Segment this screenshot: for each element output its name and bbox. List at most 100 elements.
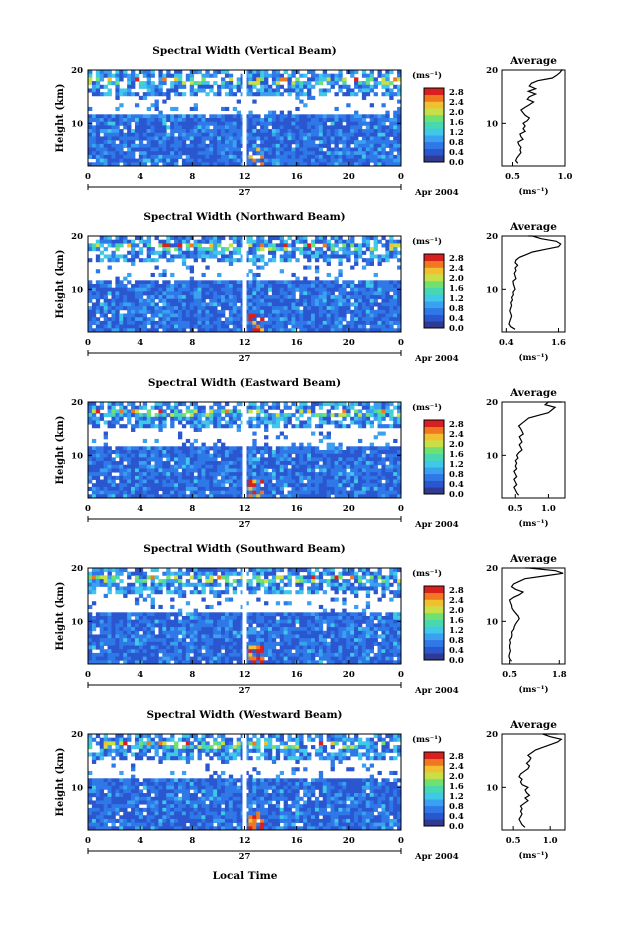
heatmap-cell xyxy=(346,88,351,93)
heatmap-cell xyxy=(158,446,163,451)
heatmap-cell xyxy=(185,320,191,326)
heatmap-cell xyxy=(236,84,241,89)
heatmap-cell xyxy=(307,243,312,248)
heatmap-cell xyxy=(252,317,257,322)
heatmap-cell xyxy=(201,147,206,152)
heatmap-cell xyxy=(271,287,277,292)
heatmap-cell xyxy=(260,73,265,78)
heatmap-cell xyxy=(138,324,144,329)
heatmap-cell xyxy=(193,114,198,119)
heatmap-cell xyxy=(111,302,116,307)
heatmap-cell xyxy=(267,151,273,156)
heatmap-cell xyxy=(181,151,187,156)
heatmap-cell xyxy=(123,649,128,654)
heatmap-cell xyxy=(295,309,300,314)
heatmap-cell xyxy=(134,649,140,654)
heatmap-cell xyxy=(354,479,359,484)
heatmap-cell xyxy=(330,73,335,78)
heatmap-cell xyxy=(174,298,179,303)
heatmap-cell xyxy=(236,446,241,451)
heatmap-cell xyxy=(346,254,351,259)
heatmap-cell xyxy=(322,420,328,425)
heatmap-cell xyxy=(209,84,214,89)
heatmap-cell xyxy=(119,461,124,466)
heatmap-cell xyxy=(287,250,292,255)
heatmap-cell xyxy=(201,287,206,292)
heatmap-cell xyxy=(228,409,234,414)
heatmap-cell xyxy=(232,464,238,469)
heatmap-cell xyxy=(275,284,281,289)
heatmap-cell xyxy=(123,405,128,410)
heatmap-cell xyxy=(271,313,277,318)
heatmap-cell xyxy=(252,280,257,285)
heatmap-cell xyxy=(283,162,288,167)
heatmap-cell xyxy=(228,88,234,93)
heatmap-cell xyxy=(244,320,249,326)
heatmap-cell xyxy=(357,472,363,477)
heatmap-cell xyxy=(197,420,202,425)
heatmap-cell xyxy=(127,162,132,167)
heatmap-cell xyxy=(236,464,241,469)
heatmap-cell xyxy=(252,479,257,484)
heatmap-cell xyxy=(193,306,198,311)
heatmap-cell xyxy=(381,132,386,137)
heatmap-cell xyxy=(373,309,378,314)
heatmap-cell xyxy=(162,158,167,163)
heatmap-cell xyxy=(275,298,281,303)
heatmap-cell xyxy=(248,483,253,488)
heatmap-cell xyxy=(154,106,159,112)
heatmap-cell xyxy=(373,405,378,410)
heatmap-cell xyxy=(193,320,198,326)
heatmap-cell xyxy=(91,619,97,624)
heatmap-cell xyxy=(185,250,191,255)
heatmap-cell xyxy=(346,464,351,469)
colorbar-swatch xyxy=(424,314,444,322)
heatmap-cell xyxy=(131,143,136,148)
heatmap-cell xyxy=(377,420,382,425)
heatmap-cell xyxy=(91,88,97,93)
heatmap-cell xyxy=(267,162,273,167)
heatmap-cell xyxy=(346,154,351,160)
heatmap-cell xyxy=(275,475,281,480)
heatmap-cell xyxy=(131,630,136,635)
heatmap-cell xyxy=(244,464,249,469)
heatmap-cell xyxy=(369,132,375,137)
colorbar-swatch xyxy=(424,453,444,461)
heatmap-cell xyxy=(291,254,296,259)
heatmap-cell xyxy=(174,114,179,119)
heatmap-cell xyxy=(119,154,124,160)
heatmap-cell xyxy=(307,475,312,480)
heatmap-cell xyxy=(377,306,382,311)
heatmap-cell xyxy=(279,132,285,137)
heatmap-cell xyxy=(209,313,214,318)
heatmap-cell xyxy=(322,92,328,97)
heatmap-cell xyxy=(338,453,343,458)
heatmap-cell xyxy=(385,247,390,252)
heatmap-cell xyxy=(377,324,382,329)
heatmap-cell xyxy=(213,453,218,458)
heatmap-cell xyxy=(158,461,163,466)
heatmap-cell xyxy=(166,405,171,410)
heatmap-cell xyxy=(385,158,390,163)
x-tick-label: 8 xyxy=(189,504,195,514)
heatmap-cell xyxy=(95,88,101,93)
heatmap-cell xyxy=(354,446,359,451)
heatmap-cell xyxy=(221,302,226,307)
heatmap-cell xyxy=(369,258,375,263)
heatmap-cell xyxy=(244,136,249,141)
x-tick-label: 4 xyxy=(137,504,143,514)
heatmap-cell xyxy=(99,461,105,466)
heatmap-cell xyxy=(236,479,241,484)
heatmap-cell xyxy=(307,151,312,156)
heatmap-cell xyxy=(260,81,265,86)
heatmap-cell xyxy=(166,450,171,455)
heatmap-cell xyxy=(209,162,214,167)
heatmap-cell xyxy=(138,121,144,126)
heatmap-cell xyxy=(303,147,308,152)
heatmap-cell xyxy=(303,295,308,300)
heatmap-cell xyxy=(236,490,241,495)
heatmap-cell xyxy=(138,158,144,163)
heatmap-cell xyxy=(170,324,175,329)
heatmap-cell xyxy=(232,446,238,451)
x-axis-label: Local Time xyxy=(213,870,278,882)
